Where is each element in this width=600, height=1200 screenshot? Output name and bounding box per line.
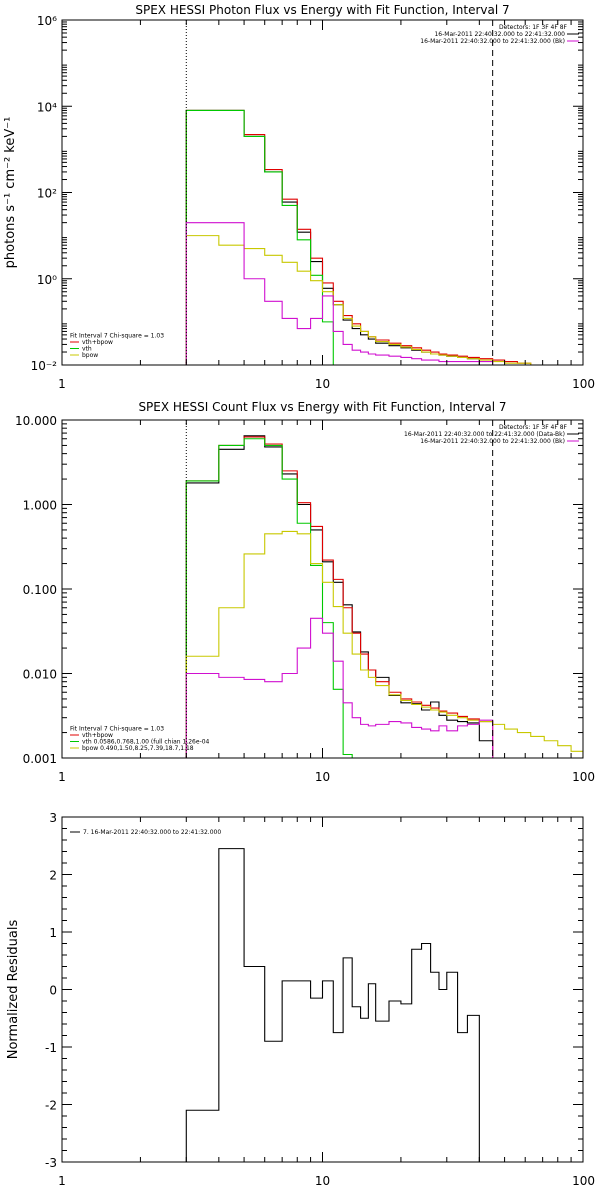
chart-title: SPEX HESSI Photon Flux vs Energy with Fi…: [135, 3, 509, 17]
series-line-2: [185, 109, 344, 365]
y-tick-label: 10⁰: [37, 273, 57, 287]
x-tick-label: 100: [572, 377, 595, 391]
y-tick-label: 2: [49, 869, 57, 883]
series-line-0: [185, 848, 480, 1162]
chart-title: SPEX HESSI Count Flux vs Energy with Fit…: [138, 400, 506, 414]
series-line-1: [185, 436, 494, 758]
x-tick-label: 1: [58, 377, 66, 391]
x-tick-label: 10: [315, 770, 330, 784]
legend-entry-label: vth 0.0586,0.768,1.00 (full chian 1.26e-…: [82, 739, 210, 746]
legend-entry-label: 7. 16-Mar-2011 22:40:32.000 to 22:41:32.…: [83, 829, 221, 836]
y-tick-label: 0.010: [23, 668, 57, 682]
legend-header: Fit Interval 7 Chi-square = 1.03: [70, 726, 164, 733]
legend-entry-label: 16-Mar-2011 22:40:32.000 to 22:41:32.000…: [420, 38, 565, 45]
y-tick-label: 1.000: [23, 499, 57, 513]
series-line-4: [185, 617, 494, 758]
legend-entry-label: vth+bpow: [82, 732, 113, 739]
legend-entry-label: bpow 0.490,1.50,8.25,7.39,18.7,1.18: [82, 745, 194, 752]
y-tick-label: 10⁻²: [31, 359, 58, 373]
x-tick-label: 100: [572, 1174, 595, 1188]
y-axis-label: Normalized Residuals: [6, 920, 21, 1060]
series-line-1: [185, 109, 583, 365]
y-tick-label: -2: [45, 1099, 57, 1113]
legend-entry-label: vth: [82, 346, 92, 353]
x-tick-label: 10: [315, 377, 330, 391]
y-tick-label: 3: [49, 811, 57, 825]
y-tick-label: 10²: [37, 187, 57, 201]
x-tick-label: 100: [572, 770, 595, 784]
x-tick-label: 1: [58, 1174, 66, 1188]
legend-entry-label: vth+bpow: [82, 339, 113, 346]
y-tick-label: 1: [49, 926, 57, 940]
y-tick-label: -3: [45, 1156, 57, 1170]
x-tick-label: 1: [58, 770, 66, 784]
series-line-2: [185, 438, 353, 758]
series-line-4: [185, 222, 494, 365]
series-line-0: [185, 435, 494, 758]
series-line-3: [185, 530, 583, 758]
y-tick-label: 10⁶: [37, 14, 57, 28]
residuals-chart: Normalized Residuals 1 10 100 -3 -2 -1 0 1 2 3 7. 1…: [6, 811, 595, 1188]
legend-entry-label: 16-Mar-2011 22:40:32.000 to 22:41:32.000: [434, 31, 565, 38]
y-tick-label: 0.100: [23, 583, 57, 597]
legend-entry-label: 16-Mar-2011 22:40:32.000 to 22:41:32.000…: [404, 431, 565, 438]
y-tick-label: 10⁴: [37, 100, 57, 114]
legend-entry-label: 16-Mar-2011 22:40:32.000 to 22:41:32.000…: [420, 438, 565, 445]
series-line-3: [185, 235, 583, 365]
count-flux-chart: SPEX HESSI Count Flux vs Energy with Fit…: [15, 400, 595, 784]
legend-entry-label: bpow: [82, 352, 98, 359]
legend-header: Detectors: 1F 3F 4F 8F: [499, 24, 568, 31]
y-axis-label: photons s⁻¹ cm⁻² keV⁻¹: [3, 117, 18, 269]
y-tick-label: -1: [45, 1041, 57, 1055]
x-tick-label: 10: [315, 1174, 330, 1188]
legend-header: Fit Interval 7 Chi-square = 1.03: [70, 333, 164, 340]
legend-header: Detectors: 1F 3F 4F 8F: [499, 424, 568, 431]
y-tick-label: 0.001: [23, 752, 57, 766]
y-tick-label: 0: [49, 984, 57, 998]
y-tick-label: 10.000: [15, 414, 57, 428]
photon-flux-chart: SPEX HESSI Photon Flux vs Energy with Fi…: [3, 3, 595, 391]
